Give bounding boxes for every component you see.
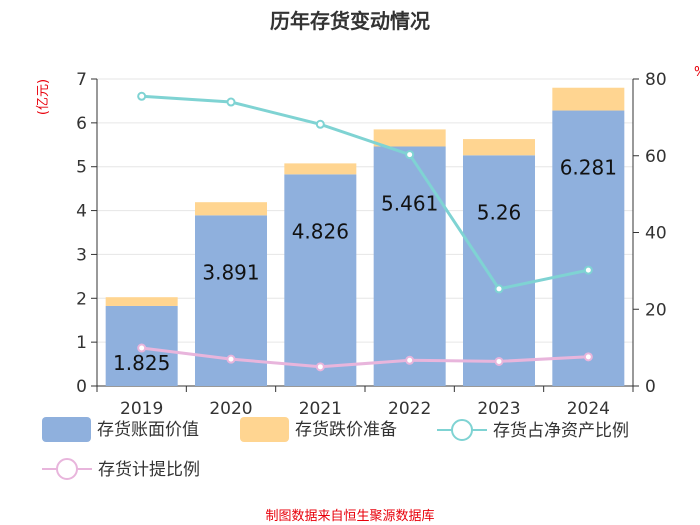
legend-label: 存货占净资产比例 <box>493 421 629 441</box>
bar-book-value <box>373 146 446 386</box>
legend-label: 存货账面价值 <box>97 420 199 440</box>
x-tick-label: 2023 <box>477 399 520 419</box>
provision-ratio-point <box>315 362 325 372</box>
provision-ratio-point <box>583 352 593 362</box>
y-right-tick-label: 60 <box>645 147 667 167</box>
bar-book-value <box>463 155 535 386</box>
inventory-ratio-point <box>315 119 325 129</box>
x-tick-label: 2021 <box>299 399 342 419</box>
data-label: 5.461 <box>381 191 438 215</box>
y-left-tick-label: 6 <box>76 114 87 134</box>
provision-ratio-point <box>405 355 415 365</box>
chart-title: 历年存货变动情况 <box>270 9 430 33</box>
y-left-tick-label: 7 <box>76 70 87 90</box>
inventory-ratio-point <box>137 91 147 101</box>
y-right-tick-label: 20 <box>645 300 667 320</box>
legend-swatch <box>240 417 289 442</box>
bar-provision <box>373 129 446 147</box>
provision-ratio-point <box>137 343 147 353</box>
bar-provision <box>552 87 625 111</box>
provision-ratio-point <box>494 356 504 366</box>
data-label: 1.825 <box>113 351 170 375</box>
inventory-ratio-point <box>583 265 593 275</box>
inventory-ratio-line <box>141 94 589 291</box>
provision-ratio-line <box>141 346 589 369</box>
legend-label: 存货跌价准备 <box>295 420 397 440</box>
legend-label: 存货计提比例 <box>98 460 200 480</box>
bar-book-value <box>284 174 357 386</box>
bar-provision <box>463 139 535 156</box>
data-label: 3.891 <box>202 260 259 284</box>
x-tick-label: 2019 <box>120 399 163 419</box>
data-label: 6.281 <box>560 156 617 180</box>
plot-area: 0 1 2 3 4 5 6 7 0 20 40 60 80 2019 2020 2021 2022 2023 202… <box>76 70 666 419</box>
y-right-tick-label: 40 <box>645 224 667 244</box>
x-tick-label: 2020 <box>209 399 252 419</box>
provision-ratio-point <box>226 354 236 364</box>
y-left-tick-label: 2 <box>76 289 87 309</box>
bar-provision <box>105 297 178 306</box>
y-left-tick-label: 5 <box>76 158 87 178</box>
y-left-tick-label: 3 <box>76 245 87 265</box>
inventory-ratio-point <box>405 150 415 160</box>
bar-provision <box>195 202 267 216</box>
y-left-tick-label: 0 <box>76 377 87 397</box>
inventory-ratio-point <box>494 284 504 294</box>
legend-swatch <box>42 417 91 442</box>
y-left-tick-label: 1 <box>76 333 87 353</box>
legend-marker <box>56 458 78 480</box>
bar-provision <box>284 163 357 175</box>
y-right-tick-label: 0 <box>645 377 656 397</box>
right-axis-unit: % <box>694 65 700 80</box>
x-tick-label: 2022 <box>388 399 431 419</box>
data-label: 4.826 <box>292 219 349 243</box>
y-right-tick-label: 80 <box>645 70 667 90</box>
legend-marker <box>451 419 473 441</box>
x-tick-label: 2024 <box>567 399 610 419</box>
data-label: 5.26 <box>477 200 522 224</box>
inventory-ratio-point <box>226 97 236 107</box>
left-axis-unit: (亿元) <box>36 79 51 115</box>
bar-book-value <box>552 110 625 386</box>
y-left-tick-label: 4 <box>76 202 87 222</box>
data-source: 制图数据来自恒生聚源数据库 <box>265 508 434 524</box>
